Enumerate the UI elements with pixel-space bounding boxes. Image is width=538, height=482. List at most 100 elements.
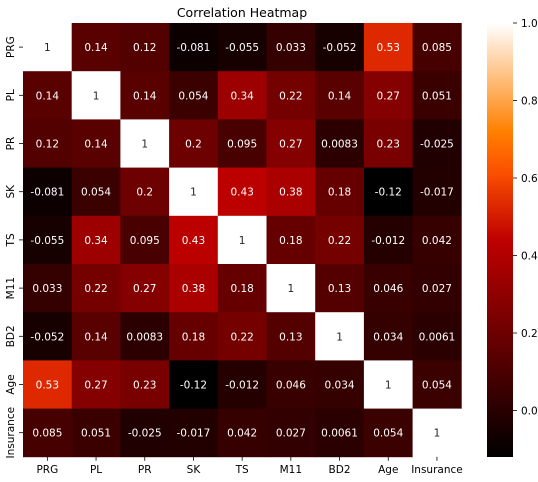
heatmap-cell	[120, 215, 170, 265]
heatmap-cell	[23, 23, 73, 72]
cell-value-label: 1	[336, 331, 343, 343]
heatmap-cell	[169, 408, 219, 458]
cell-value-label: 0.22	[279, 90, 302, 102]
cell-value-label: 0.095	[130, 235, 160, 247]
cell-value-label: -0.055	[225, 42, 259, 54]
cell-value-label: 0.034	[325, 380, 355, 392]
heatmap-cell	[315, 360, 365, 409]
cell-value-label: -0.017	[420, 187, 454, 199]
cell-value-label: 0.027	[422, 283, 452, 295]
cell-value-label: 0.18	[328, 187, 351, 199]
heatmap-cell	[266, 408, 316, 458]
colorbar-tick-label: 0.6	[521, 173, 538, 185]
heatmap-cell	[23, 312, 73, 361]
cell-value-label: 0.2	[185, 139, 202, 151]
cell-value-label: -0.012	[371, 235, 405, 247]
cell-value-label: 0.085	[422, 42, 452, 54]
heatmap-cell	[412, 360, 462, 409]
heatmap-cell	[363, 119, 413, 168]
heatmap-cell	[120, 119, 170, 168]
heatmap-cell	[266, 119, 316, 168]
cell-value-label: -0.017	[177, 428, 211, 440]
colorbar-tick-label: 0.0	[521, 406, 538, 418]
cell-value-label: 0.23	[133, 380, 156, 392]
y-tick-label: PRG	[5, 36, 17, 58]
cell-value-label: -0.081	[30, 187, 64, 199]
cell-value-label: 0.14	[133, 90, 157, 102]
cell-value-label: 0.054	[178, 90, 208, 102]
cell-value-label: -0.081	[177, 42, 211, 54]
heatmap-cell	[169, 119, 219, 168]
x-tick-label: M11	[280, 464, 302, 476]
cell-value-label: 0.18	[182, 331, 205, 343]
cell-value-label: 1	[141, 139, 148, 151]
heatmap-cell	[169, 23, 219, 72]
cell-value-label: -0.12	[375, 187, 402, 199]
heatmap-cell	[315, 23, 365, 72]
heatmap-cell	[266, 360, 316, 409]
cell-value-label: 0.0061	[419, 331, 456, 343]
heatmap-cell	[71, 167, 121, 217]
cell-value-label: 0.22	[230, 331, 253, 343]
y-tick-label: TS	[5, 233, 17, 247]
cell-value-label: 0.13	[328, 283, 351, 295]
heatmap-cell	[315, 71, 365, 120]
cell-value-label: 0.0061	[321, 428, 358, 440]
colorbar-tick-label: 0.8	[521, 96, 538, 108]
x-tick-label: PR	[138, 464, 152, 476]
cell-value-label: 0.2	[136, 187, 153, 199]
x-tick-label: TS	[235, 464, 249, 476]
cell-value-label: 0.38	[182, 283, 205, 295]
cell-value-label: 0.085	[32, 428, 62, 440]
heatmap-cell	[120, 408, 170, 458]
heatmap-cell	[412, 23, 462, 72]
heatmap-cells: 1 0.14 0.12 -0.081 -0.055 0.033 -0.052 0.53 0.08…	[23, 23, 462, 458]
cell-value-label: 0.095	[227, 139, 257, 151]
cell-value-label: 1	[44, 42, 51, 54]
colorbar: 0.0 0.2 0.4 0.6 0.8 1.0	[487, 18, 538, 457]
cell-value-label: 0.042	[422, 235, 452, 247]
colorbar-tick-label: 1.0	[521, 18, 538, 30]
heatmap-cell	[412, 119, 462, 168]
heatmap-cell	[71, 119, 121, 168]
y-tick-label: BD2	[5, 325, 17, 347]
cell-value-label: 0.34	[230, 90, 254, 102]
cell-value-label: 0.43	[230, 187, 253, 199]
cell-value-label: 0.27	[84, 380, 107, 392]
cell-value-label: 0.23	[377, 139, 400, 151]
cell-value-label: 0.18	[279, 235, 302, 247]
heatmap-cell	[266, 215, 316, 265]
y-tick-label: Age	[5, 374, 17, 394]
cell-value-label: 1	[385, 380, 392, 392]
heatmap-cell	[23, 119, 73, 168]
heatmap-cell	[120, 264, 170, 313]
cell-value-label: 0.0083	[126, 331, 163, 343]
heatmap-cell	[363, 71, 413, 120]
heatmap-cell	[23, 360, 73, 409]
heatmap-cell	[412, 408, 462, 458]
heatmap-cell	[120, 360, 170, 409]
heatmap-cell	[217, 167, 267, 217]
cell-value-label: 0.051	[422, 90, 452, 102]
heatmap-cell	[315, 119, 365, 168]
heatmap-cell	[363, 408, 413, 458]
cell-value-label: 0.033	[32, 283, 62, 295]
cell-value-label: 0.14	[36, 90, 60, 102]
heatmap-cell	[217, 119, 267, 168]
cell-value-label: 0.054	[373, 428, 403, 440]
heatmap-cell	[23, 264, 73, 313]
heatmap-cell	[363, 215, 413, 265]
heatmap-cell	[363, 264, 413, 313]
x-tick-label: PL	[90, 464, 102, 476]
heatmap-cell	[363, 312, 413, 361]
cell-value-label: -0.052	[323, 42, 357, 54]
colorbar-gradient	[487, 23, 513, 457]
heatmap-cell	[412, 71, 462, 120]
heatmap-cell	[120, 312, 170, 361]
cell-value-label: 0.27	[279, 139, 302, 151]
cell-value-label: 0.046	[373, 283, 403, 295]
heatmap-cell	[266, 312, 316, 361]
cell-value-label: 1	[434, 428, 441, 440]
cell-value-label: 0.34	[84, 235, 108, 247]
cell-value-label: 1	[288, 283, 295, 295]
